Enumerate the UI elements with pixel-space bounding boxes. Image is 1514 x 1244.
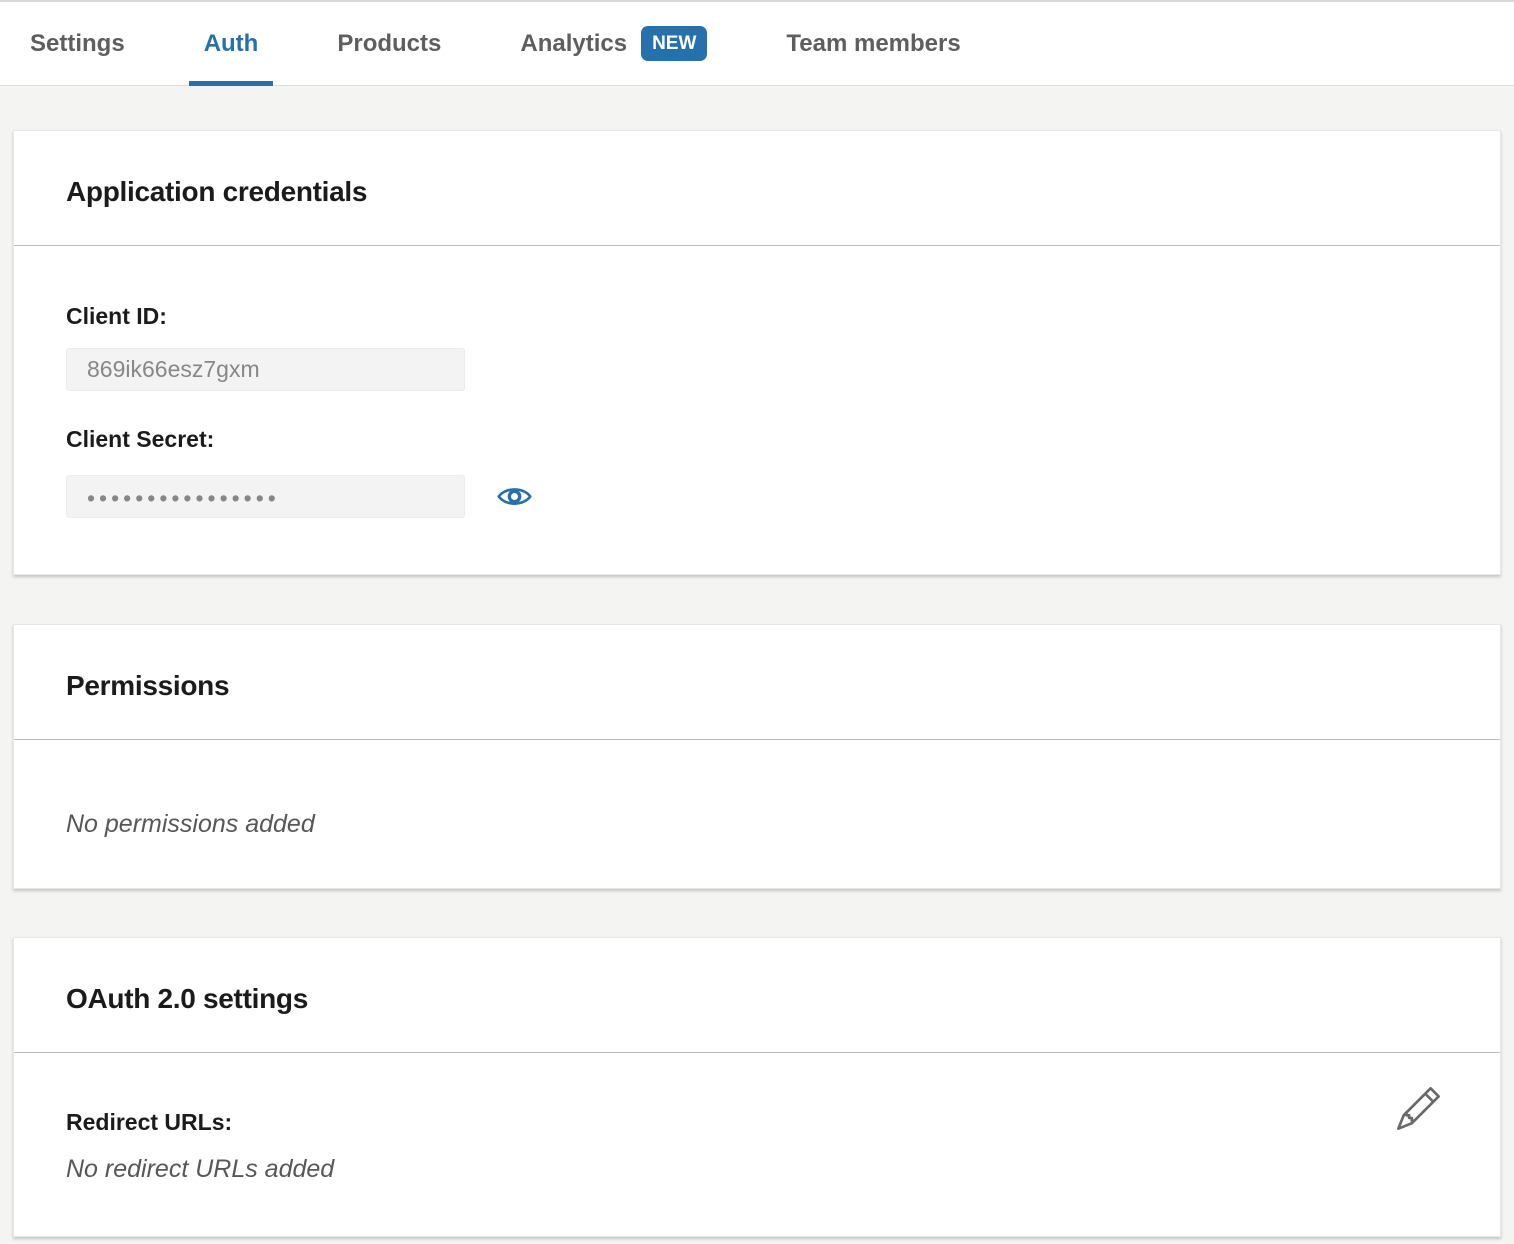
eye-icon xyxy=(496,483,533,510)
tab-analytics[interactable]: Analytics NEW xyxy=(505,2,722,85)
client-secret-row: •••••••••••••••• xyxy=(66,475,1448,518)
card-title: Application credentials xyxy=(66,176,368,207)
tab-label: Auth xyxy=(203,29,259,57)
page-content: Application credentials Client ID: 869ik… xyxy=(0,130,1514,1237)
client-secret-masked-value: •••••••••••••••• xyxy=(87,485,280,511)
tab-label: Settings xyxy=(30,29,125,57)
tab-products[interactable]: Products xyxy=(322,2,456,85)
tab-auth[interactable]: Auth xyxy=(188,2,274,86)
reveal-secret-button[interactable] xyxy=(496,483,533,510)
card-header: Permissions xyxy=(14,625,1500,740)
tab-team-members[interactable]: Team members xyxy=(771,2,975,85)
card-title: Permissions xyxy=(66,670,230,701)
client-id-value: 869ik66esz7gxm xyxy=(87,356,260,382)
application-credentials-card: Application credentials Client ID: 869ik… xyxy=(13,130,1501,575)
card-header: Application credentials xyxy=(14,131,1500,246)
card-body: Client ID: 869ik66esz7gxm Client Secret:… xyxy=(14,246,1500,574)
edit-redirect-urls-button[interactable] xyxy=(1397,1087,1440,1130)
tab-settings[interactable]: Settings xyxy=(15,2,140,85)
card-body: Redirect URLs: No redirect URLs added xyxy=(14,1053,1500,1236)
client-secret-label: Client Secret: xyxy=(66,426,215,452)
tab-label: Products xyxy=(337,29,442,57)
client-id-field[interactable]: 869ik66esz7gxm xyxy=(66,348,465,391)
client-id-label: Client ID: xyxy=(66,303,167,329)
new-badge: NEW xyxy=(641,26,708,61)
redirect-urls-label: Redirect URLs: xyxy=(66,1109,233,1135)
oauth-settings-card: OAuth 2.0 settings Redirect URLs: No red… xyxy=(13,937,1501,1237)
client-secret-field[interactable]: •••••••••••••••• xyxy=(66,475,465,518)
card-title: OAuth 2.0 settings xyxy=(66,983,308,1014)
card-header: OAuth 2.0 settings xyxy=(14,938,1500,1053)
card-body: No permissions added xyxy=(14,740,1500,888)
permissions-empty-text: No permissions added xyxy=(66,810,315,838)
redirect-urls-empty-text: No redirect URLs added xyxy=(66,1155,335,1183)
tab-bar: Settings Auth Products Analytics NEW Tea… xyxy=(0,2,1514,86)
permissions-card: Permissions No permissions added xyxy=(13,624,1501,889)
tab-label: Team members xyxy=(786,29,961,57)
tab-label: Analytics xyxy=(520,29,628,57)
pencil-icon xyxy=(1397,1087,1440,1130)
